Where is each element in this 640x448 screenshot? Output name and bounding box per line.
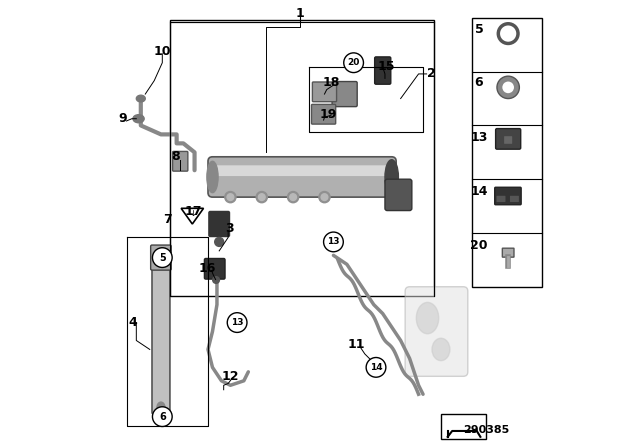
Text: 13: 13 xyxy=(231,318,243,327)
Circle shape xyxy=(503,28,513,39)
Ellipse shape xyxy=(207,161,218,193)
Text: 2: 2 xyxy=(427,67,435,81)
Bar xyxy=(441,414,486,439)
Text: 5: 5 xyxy=(475,22,483,36)
FancyBboxPatch shape xyxy=(332,82,357,107)
Ellipse shape xyxy=(133,115,144,123)
FancyBboxPatch shape xyxy=(374,57,391,84)
Ellipse shape xyxy=(417,302,439,334)
Text: 14: 14 xyxy=(370,363,382,372)
Text: 7: 7 xyxy=(163,213,172,226)
FancyBboxPatch shape xyxy=(502,248,514,257)
Ellipse shape xyxy=(212,276,220,284)
Text: 9: 9 xyxy=(118,112,127,125)
Text: 13: 13 xyxy=(327,237,340,246)
Circle shape xyxy=(502,82,514,93)
FancyBboxPatch shape xyxy=(510,196,519,202)
FancyBboxPatch shape xyxy=(405,287,468,376)
Text: 20: 20 xyxy=(348,58,360,67)
FancyBboxPatch shape xyxy=(150,245,172,270)
Ellipse shape xyxy=(321,194,328,201)
Text: 11: 11 xyxy=(347,338,365,352)
Text: 1: 1 xyxy=(296,7,304,20)
Ellipse shape xyxy=(227,194,234,201)
FancyBboxPatch shape xyxy=(204,258,225,279)
Ellipse shape xyxy=(385,160,398,194)
Text: 14: 14 xyxy=(470,185,488,198)
Text: 3: 3 xyxy=(225,222,234,235)
FancyBboxPatch shape xyxy=(497,196,506,202)
Circle shape xyxy=(152,248,172,267)
Ellipse shape xyxy=(432,338,450,361)
FancyBboxPatch shape xyxy=(385,179,412,211)
Circle shape xyxy=(152,407,172,426)
Circle shape xyxy=(324,232,343,252)
FancyBboxPatch shape xyxy=(495,187,521,205)
FancyBboxPatch shape xyxy=(215,165,389,176)
FancyBboxPatch shape xyxy=(312,82,337,102)
FancyBboxPatch shape xyxy=(208,157,396,197)
Ellipse shape xyxy=(256,192,268,202)
Ellipse shape xyxy=(136,95,145,102)
FancyBboxPatch shape xyxy=(504,136,512,144)
Text: 8: 8 xyxy=(172,150,180,164)
Circle shape xyxy=(227,313,247,332)
Circle shape xyxy=(499,24,518,43)
Circle shape xyxy=(344,53,364,73)
Text: ↓: ↓ xyxy=(189,209,196,218)
Text: 17: 17 xyxy=(185,205,202,218)
Bar xyxy=(472,18,541,287)
Ellipse shape xyxy=(319,192,330,202)
Text: 12: 12 xyxy=(221,370,239,383)
Text: 4: 4 xyxy=(129,316,137,329)
Text: 16: 16 xyxy=(198,262,216,276)
Circle shape xyxy=(497,76,520,99)
Text: 6: 6 xyxy=(475,76,483,90)
Text: 20: 20 xyxy=(470,239,488,252)
FancyBboxPatch shape xyxy=(312,104,336,124)
Text: 19: 19 xyxy=(320,108,337,121)
FancyBboxPatch shape xyxy=(152,249,170,414)
Polygon shape xyxy=(181,208,204,224)
Text: 13: 13 xyxy=(470,131,488,145)
Ellipse shape xyxy=(259,194,265,201)
FancyBboxPatch shape xyxy=(209,211,230,237)
Text: 18: 18 xyxy=(322,76,339,90)
Bar xyxy=(170,20,435,296)
Circle shape xyxy=(366,358,386,377)
Text: 5: 5 xyxy=(159,253,166,263)
Ellipse shape xyxy=(157,402,165,414)
Text: 15: 15 xyxy=(378,60,395,73)
FancyBboxPatch shape xyxy=(173,151,188,171)
FancyBboxPatch shape xyxy=(495,129,521,149)
Ellipse shape xyxy=(287,192,299,202)
Text: 6: 6 xyxy=(159,412,166,422)
Ellipse shape xyxy=(225,192,236,202)
Text: 10: 10 xyxy=(154,45,171,58)
Ellipse shape xyxy=(215,237,224,246)
Ellipse shape xyxy=(290,194,296,201)
Text: 290385: 290385 xyxy=(463,425,509,435)
